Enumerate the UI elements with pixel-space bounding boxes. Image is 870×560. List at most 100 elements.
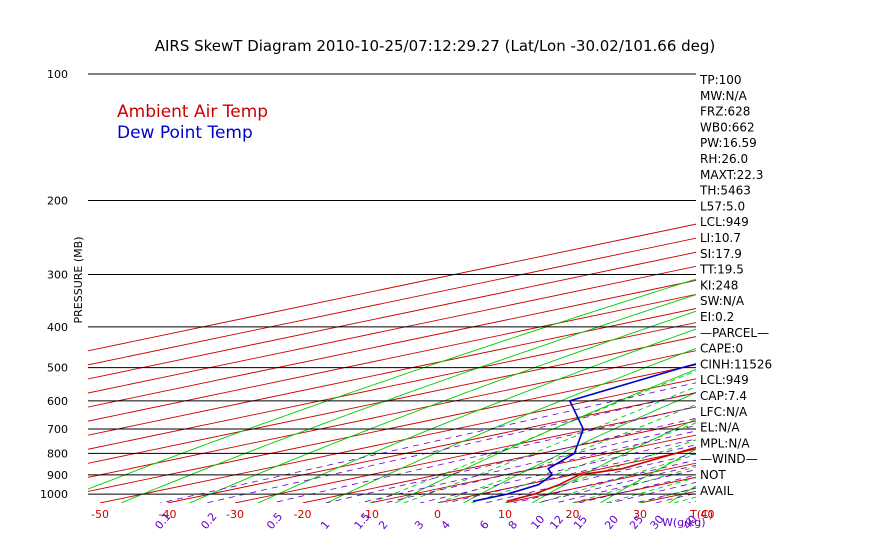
pressure-tick-label: 100: [47, 68, 68, 81]
index-item: NOT: [700, 468, 726, 482]
index-item: PW:16.59: [700, 136, 757, 150]
bottom-temp-tick-label: -10: [361, 508, 379, 521]
moist-adiabat-line: [538, 453, 696, 503]
dry-adiabat-line: [326, 347, 696, 503]
x-axis-unit-label: T(C): [689, 508, 713, 521]
mixing-ratio-line: [359, 425, 696, 503]
mixing-ratio-tick-label: 2: [376, 518, 390, 532]
mixing-ratio-line: [383, 430, 696, 503]
index-item: TP:100: [699, 73, 742, 87]
isotherm-line: [88, 265, 696, 394]
mixing-ratio-tick-label: 1: [318, 518, 332, 532]
index-item: —PARCEL—: [700, 326, 769, 340]
index-item: L57:5.0: [700, 199, 745, 213]
pressure-tick-label: 500: [47, 362, 68, 375]
mixing-ratio-line: [484, 453, 696, 503]
mixing-ratio-line: [159, 382, 696, 503]
bottom-temp-tick-label: 20: [566, 508, 580, 521]
moist-adiabat-line: [471, 422, 696, 503]
isotherm-line: [504, 462, 696, 503]
index-item: EI:0.2: [700, 310, 734, 324]
mixing-ratio-tick-label: 0.5: [264, 510, 285, 532]
index-item: LFC:N/A: [700, 405, 748, 419]
index-item: KI:248: [700, 278, 738, 292]
dry-adiabat-line: [257, 328, 696, 503]
index-item: CAPE:0: [700, 342, 743, 356]
bottom-temp-tick-label: 10: [498, 508, 512, 521]
isotherm-line: [88, 364, 696, 492]
bottom-temp-tick-label: -50: [91, 508, 109, 521]
isotherm-line: [88, 350, 696, 478]
ambient-temp-line: [506, 446, 696, 503]
index-item: MAXT:22.3: [700, 168, 763, 182]
index-item: TH:5463: [699, 184, 751, 198]
isotherm-line: [775, 74, 870, 503]
dry-adiabat-line: [88, 278, 696, 490]
mixing-ratio-tick-label: 6: [477, 518, 491, 532]
mixing-ratio-tick-label: 12: [547, 513, 566, 532]
pressure-tick-label: 300: [47, 268, 68, 281]
grid-lines: [88, 74, 870, 503]
index-item: LCL:949: [700, 373, 749, 387]
pressure-tick-label: 400: [47, 321, 68, 334]
index-item: LCL:949: [700, 215, 749, 229]
pressure-tick-label: 600: [47, 395, 68, 408]
legend-temp: Ambient Air Temp: [117, 102, 268, 122]
index-item: WB0:662: [700, 120, 755, 134]
dry-adiabat-line: [189, 310, 696, 503]
pressure-tick-label: 700: [47, 423, 68, 436]
mixing-ratio-line: [513, 459, 696, 503]
chart-title: AIRS SkewT Diagram 2010-10-25/07:12:29.2…: [155, 37, 716, 55]
pressure-tick-label: 1000: [40, 488, 68, 501]
mixing-ratio-tick-label: 8: [506, 518, 520, 532]
isotherm-line: [369, 434, 696, 503]
profile-series: [472, 363, 696, 503]
mixing-ratio-line: [655, 492, 696, 503]
isotherm-line: [88, 322, 696, 450]
isotherm-line: [88, 251, 696, 380]
bottom-temp-tick-label: -20: [294, 508, 312, 521]
bottom-temp-tick-label: -30: [226, 508, 244, 521]
mixing-ratio-tick-label: 20: [602, 513, 621, 532]
dry-adiabat-line: [668, 485, 696, 503]
isotherm-line: [99, 378, 696, 503]
index-item: LI:10.7: [700, 231, 741, 245]
index-item: SW:N/A: [700, 294, 745, 308]
isotherm-line: [234, 406, 696, 503]
index-item: EL:N/A: [700, 421, 740, 435]
index-item: TT:19.5: [699, 263, 744, 277]
isotherm-line: [88, 237, 696, 366]
pressure-tick-label: 900: [47, 469, 68, 482]
mixing-ratio-line: [578, 474, 696, 503]
isobars: [88, 73, 696, 495]
dry-adiabat-line: [120, 294, 696, 503]
bottom-temp-tick-label: 0: [434, 508, 441, 521]
mixing-ratio-tick-label: 0.2: [198, 510, 219, 532]
dry-adiabat-line: [600, 448, 696, 503]
mixing-ratio-tick-label: 10: [528, 513, 547, 532]
isotherm-line: [88, 223, 696, 352]
legend-dew: Dew Point Temp: [117, 123, 253, 143]
pressure-tick-label: 800: [47, 447, 68, 460]
moist-adiabat-line: [369, 370, 696, 503]
index-item: AVAIL: [700, 484, 734, 498]
isotherm-line: [88, 279, 696, 408]
moist-adiabat-line: [403, 386, 696, 503]
mixing-ratio-unit-label: W(g/kg): [662, 516, 706, 529]
y-axis-label: PRESSURE (MB): [72, 237, 85, 324]
mixing-ratio-line: [205, 392, 696, 503]
isotherm-line: [302, 420, 696, 503]
index-item: MW:N/A: [700, 89, 748, 103]
mixing-ratio-line: [325, 417, 696, 503]
bottom-temp-tick-label: 40: [701, 508, 715, 521]
dew-point-line: [472, 363, 696, 503]
index-item: —WIND—: [700, 452, 758, 466]
dry-adiabat-line: [737, 74, 870, 503]
moist-adiabat-line: [572, 466, 696, 503]
dry-adiabat-line: [394, 369, 696, 503]
index-item: CAP:7.4: [700, 389, 747, 403]
isotherm-line: [88, 308, 696, 436]
index-item: MPL:N/A: [700, 436, 750, 450]
isotherm-line: [167, 392, 696, 503]
